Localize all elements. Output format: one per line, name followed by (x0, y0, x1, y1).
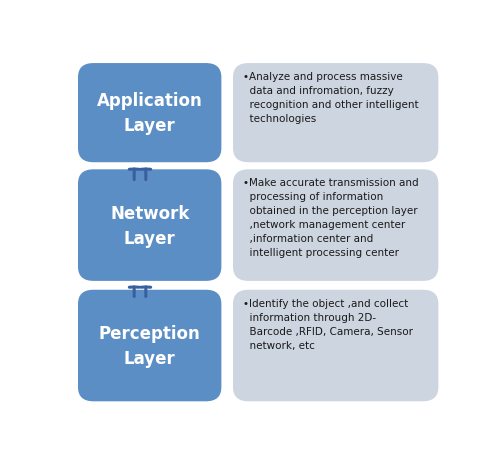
FancyBboxPatch shape (233, 64, 438, 163)
FancyBboxPatch shape (78, 170, 222, 281)
FancyBboxPatch shape (78, 64, 222, 163)
Text: Application
Layer: Application Layer (97, 92, 202, 135)
FancyBboxPatch shape (233, 290, 438, 402)
FancyBboxPatch shape (78, 290, 222, 402)
Text: •Identify the object ,and collect
  information through 2D-
  Barcode ,RFID, Cam: •Identify the object ,and collect inform… (242, 298, 412, 350)
FancyBboxPatch shape (233, 170, 438, 281)
Text: Network
Layer: Network Layer (110, 204, 190, 247)
Text: •Make accurate transmission and
  processing of information
  obtained in the pe: •Make accurate transmission and processi… (242, 178, 418, 257)
Text: Perception
Layer: Perception Layer (99, 325, 200, 367)
Text: •Analyze and process massive
  data and infromation, fuzzy
  recognition and oth: •Analyze and process massive data and in… (242, 72, 418, 123)
